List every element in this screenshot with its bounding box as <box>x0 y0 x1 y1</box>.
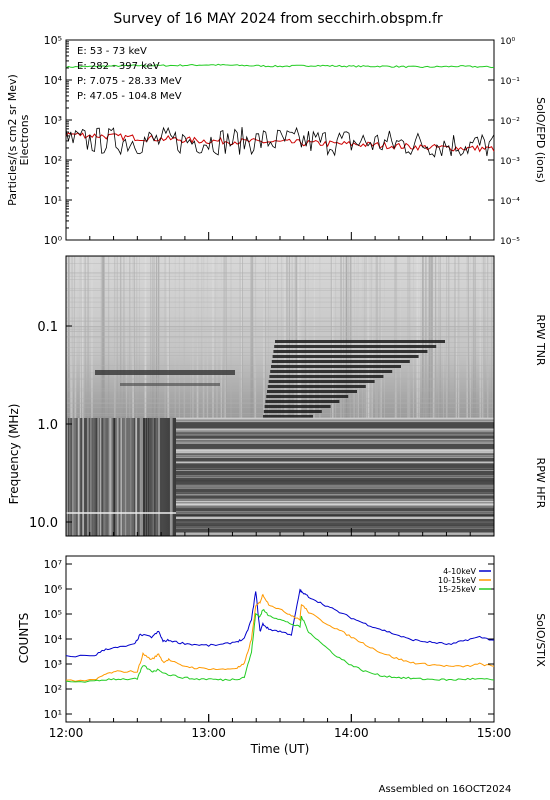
stix-series-line <box>65 588 495 658</box>
epd-instrument-label: SolO/EPD (ions) <box>534 97 547 183</box>
epd-series-line <box>65 63 495 69</box>
rpw-ytick-label: 10.0 <box>29 516 58 531</box>
burst-band <box>274 345 437 348</box>
tnr-emission-band <box>120 383 220 386</box>
epd-ytick-label: 10¹ <box>44 194 62 207</box>
epd-legend-entry: E: 53 - 73 keV <box>77 46 147 57</box>
burst-band <box>267 385 366 388</box>
burst-band <box>265 400 340 403</box>
burst-band <box>267 390 357 393</box>
epd-ytick-label: 10⁵ <box>44 34 62 47</box>
epd-ylabel: Particles/(s cm2 sr Mev) <box>6 74 19 206</box>
burst-band <box>263 410 322 413</box>
epd-series-line <box>65 132 495 153</box>
epd-ytick-label: 10² <box>44 154 62 167</box>
epd-ytick-label: 10⁰ <box>44 234 63 247</box>
burst-band <box>263 415 313 418</box>
burst-band <box>271 365 401 368</box>
epd-ytick-label: 10³ <box>44 114 62 127</box>
epd-ytick-right-label: 10⁰ <box>500 37 515 47</box>
burst-band <box>268 380 375 383</box>
epd-legend-entry: P: 7.075 - 28.33 MeV <box>77 76 182 87</box>
time-xtick-label: 15:00 <box>477 726 512 740</box>
stix-instrument-label: SolO/STIX <box>534 613 547 667</box>
burst-band <box>266 395 349 398</box>
epd-ytick-right-label: 10⁻³ <box>500 157 520 167</box>
type-iii-burst <box>263 340 445 418</box>
assembled-footer: Assembled on 16OCT2024 <box>379 784 512 795</box>
stix-series-line <box>65 593 495 682</box>
stix-ytick-label: 10³ <box>44 658 62 671</box>
epd-ytick-label: 10⁴ <box>44 74 63 87</box>
burst-band <box>273 350 428 353</box>
epd-legend-entry: E: 282 - 397 keV <box>77 61 160 72</box>
stix-series-line <box>65 608 495 683</box>
rpw-panel: 0.1 1.0 10.0 Frequency (MHz) RPW TNR RPW H… <box>7 255 547 537</box>
epd-ytick-right-label: 10⁻² <box>500 117 520 127</box>
stix-legend-entry: 10-15keV <box>438 576 477 585</box>
burst-band <box>272 355 419 358</box>
stix-legend-entry: 15-25keV <box>438 585 477 594</box>
stix-panel: 10¹ 10² 10³ 10⁴ 10⁵ 10⁶ 10⁷ 12:00 13:00 14:00 15:… <box>17 232 547 756</box>
page-title: Survey of 16 MAY 2024 from secchirh.obsp… <box>113 11 443 27</box>
epd-ylabel-electrons: Electrons <box>18 114 31 165</box>
time-xlabel: Time (UT) <box>250 742 310 756</box>
burst-band <box>264 405 331 408</box>
burst-band <box>275 340 445 343</box>
hfr-instrument-label: RPW HFR <box>534 458 547 509</box>
epd-ytick-right-label: 10⁻¹ <box>500 77 520 87</box>
epd-legend-entry: P: 47.05 - 104.8 MeV <box>77 91 182 102</box>
stix-plot-frame <box>65 555 495 723</box>
stix-ytick-label: 10¹ <box>44 708 62 721</box>
time-xtick-label: 13:00 <box>191 726 226 740</box>
tnr-emission-band <box>95 370 235 375</box>
epd-ytick-right-label: 10⁻⁴ <box>500 197 520 207</box>
stix-ytick-label: 10⁵ <box>44 608 62 621</box>
rpw-ytick-label: 0.1 <box>37 320 58 335</box>
epd-panel: 10⁰ 10¹ 10² 10³ 10⁴ 10⁵ 10⁻⁵ 10⁻⁴ 10⁻³ 10⁻² 10⁻¹ 10… <box>6 34 547 247</box>
burst-band <box>269 375 384 378</box>
burst-band <box>270 370 393 373</box>
time-xtick-label: 12:00 <box>49 726 84 740</box>
stix-ytick-label: 10⁷ <box>44 558 62 571</box>
stix-ytick-label: 10⁴ <box>44 633 63 646</box>
tnr-instrument-label: RPW TNR <box>534 314 547 366</box>
rpw-ytick-label: 1.0 <box>37 418 58 433</box>
rpw-ylabel: Frequency (MHz) <box>7 404 21 505</box>
time-xtick-label: 14:00 <box>334 726 369 740</box>
epd-ytick-right-label: 10⁻⁵ <box>500 237 520 247</box>
stix-ytick-label: 10² <box>44 683 62 696</box>
epd-series-line <box>65 126 495 158</box>
burst-band <box>271 360 410 363</box>
stix-ytick-label: 10⁶ <box>44 583 63 596</box>
stix-legend-entry: 4-10keV <box>443 567 476 576</box>
stix-ylabel: COUNTS <box>17 613 31 664</box>
